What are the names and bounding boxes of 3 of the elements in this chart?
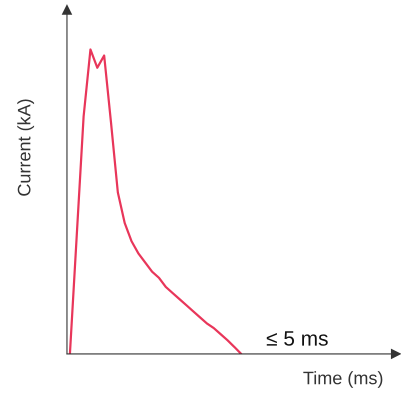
x-axis-title: Time (ms) xyxy=(303,371,382,388)
text: ≤ 5 ms xyxy=(266,331,328,346)
y-axis-title: Current (kA) xyxy=(17,99,34,196)
